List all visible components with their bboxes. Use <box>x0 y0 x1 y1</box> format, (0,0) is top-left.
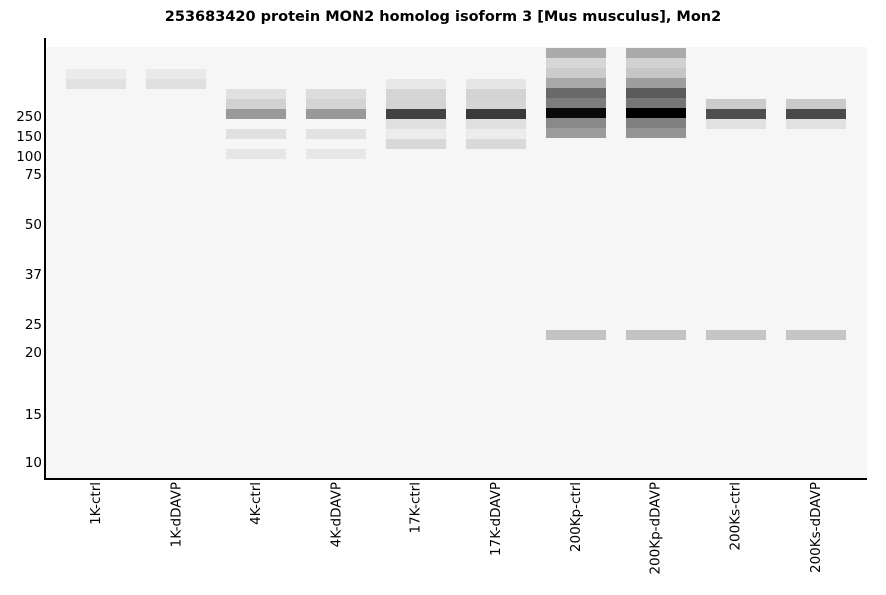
blot-band <box>386 109 446 119</box>
blot-band <box>386 89 446 99</box>
blot-band <box>626 88 686 98</box>
lane-label: 200Kp-dDAVP <box>648 482 664 575</box>
blot-band <box>546 88 606 98</box>
blot-band <box>386 99 446 109</box>
y-axis-line <box>44 38 46 480</box>
blot-band <box>466 99 526 109</box>
blot-band <box>706 330 766 340</box>
blot-band <box>226 129 286 139</box>
blot-band <box>786 119 846 129</box>
y-axis-tick-label: 15 <box>24 407 42 423</box>
blot-band <box>546 108 606 118</box>
blot-band <box>466 109 526 119</box>
y-axis-tick-label: 50 <box>24 217 42 233</box>
blot-band <box>226 99 286 109</box>
lane-label: 1K-dDAVP <box>168 482 184 548</box>
blot-band <box>466 79 526 89</box>
blot-band <box>626 118 686 128</box>
y-axis-tick-label: 250 <box>16 109 42 125</box>
blot-band <box>546 48 606 58</box>
blot-band <box>386 129 446 139</box>
blot-band <box>226 109 286 119</box>
blot-band <box>706 119 766 129</box>
blot-band <box>306 149 366 159</box>
y-axis-tick-label: 20 <box>24 345 42 361</box>
blot-band <box>546 128 606 138</box>
blot-band <box>626 128 686 138</box>
lane-label: 200Ks-ctrl <box>728 482 744 551</box>
blot-band <box>386 139 446 149</box>
blot-band <box>306 89 366 99</box>
lane-label: 17K-ctrl <box>408 482 424 534</box>
blot-band <box>626 108 686 118</box>
y-axis-tick-label: 150 <box>16 129 42 145</box>
lane-label: 4K-dDAVP <box>328 482 344 548</box>
blot-band <box>306 99 366 109</box>
figure-title: 253683420 protein MON2 homolog isoform 3… <box>164 9 722 25</box>
blot-band <box>466 119 526 129</box>
blot-band <box>626 68 686 78</box>
blot-band <box>386 79 446 89</box>
x-axis-line <box>44 478 867 480</box>
blot-band <box>306 129 366 139</box>
blot-band <box>146 79 206 89</box>
blot-band <box>386 119 446 129</box>
blot-band <box>226 149 286 159</box>
blot-band <box>786 109 846 119</box>
y-axis-tick-label: 10 <box>24 455 42 471</box>
blot-band <box>546 98 606 108</box>
blot-band <box>706 99 766 109</box>
blot-band <box>66 69 126 79</box>
blot-band <box>626 58 686 68</box>
blot-band <box>786 99 846 109</box>
blot-band <box>306 109 366 119</box>
blot-band <box>546 58 606 68</box>
blot-band <box>226 89 286 99</box>
blot-band <box>466 129 526 139</box>
blot-band <box>546 78 606 88</box>
lane-label: 17K-dDAVP <box>488 482 504 556</box>
blot-band <box>626 98 686 108</box>
blot-band <box>546 68 606 78</box>
blot-band <box>146 69 206 79</box>
blot-band <box>626 78 686 88</box>
blot-band <box>706 109 766 119</box>
y-axis-tick-label: 100 <box>16 149 42 165</box>
lane-label: 200Ks-dDAVP <box>808 482 824 573</box>
blot-band <box>626 48 686 58</box>
blot-band <box>786 330 846 340</box>
blot-band <box>466 89 526 99</box>
blot-band <box>626 330 686 340</box>
blot-band <box>66 79 126 89</box>
lane-label: 1K-ctrl <box>88 482 104 525</box>
blot-band <box>546 330 606 340</box>
y-axis-tick-label: 75 <box>24 167 42 183</box>
lane-label: 4K-ctrl <box>248 482 264 525</box>
lane-label: 200Kp-ctrl <box>568 482 584 553</box>
blot-band <box>546 118 606 128</box>
y-axis-tick-label: 37 <box>24 267 42 283</box>
y-axis-tick-label: 25 <box>24 317 42 333</box>
blot-band <box>466 139 526 149</box>
